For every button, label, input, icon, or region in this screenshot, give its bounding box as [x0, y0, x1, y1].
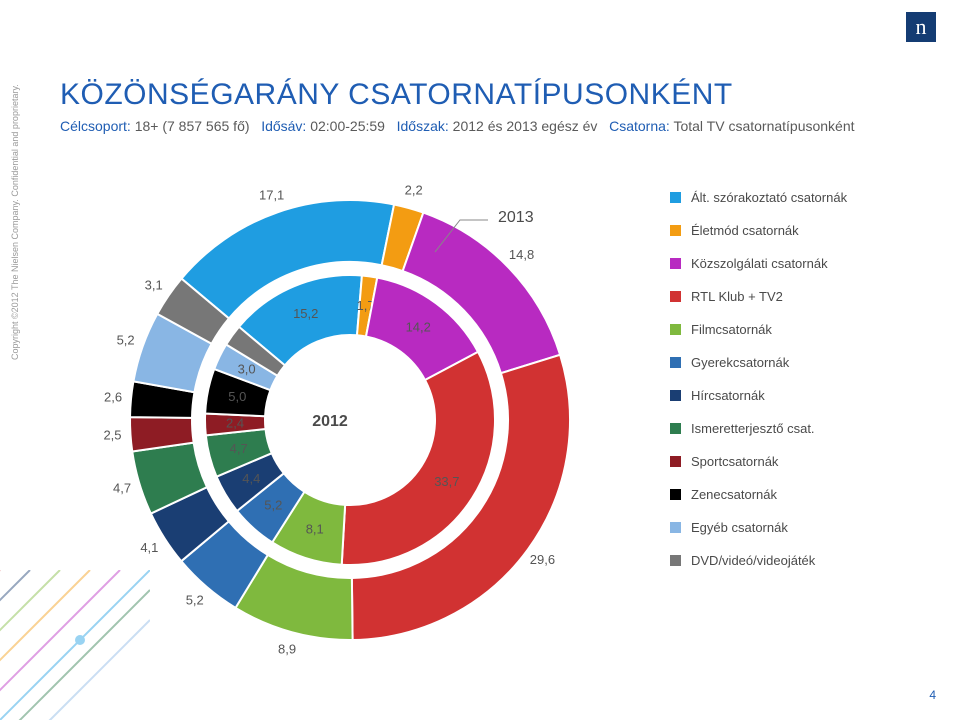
inner-ring-label: 4,4	[242, 471, 260, 486]
inner-ring-label: 33,7	[434, 474, 459, 489]
legend-label: Zenecsatornák	[691, 487, 777, 502]
inner-ring-label: 5,2	[264, 498, 282, 513]
legend-item: Sportcsatornák	[670, 454, 940, 469]
year-inner-label: 2012	[312, 413, 348, 430]
legend-label: Gyerekcsatornák	[691, 355, 789, 370]
legend-label: Ált. szórakoztató csatornák	[691, 190, 847, 205]
subtitle-idosav-label: Idősáv:	[261, 118, 306, 134]
inner-ring-label: 3,0	[238, 362, 256, 377]
subtitle-cel: 18+ (7 857 565 fő)	[135, 118, 250, 134]
inner-ring-label: 5,0	[228, 389, 246, 404]
subtitle-csat: Total TV csatornatípusonként	[673, 118, 854, 134]
legend-item: Ált. szórakoztató csatornák	[670, 190, 940, 205]
outer-ring-label: 8,9	[278, 642, 296, 657]
outer-ring-label: 5,2	[186, 592, 204, 607]
legend-label: Hírcsatornák	[691, 388, 765, 403]
legend-swatch	[670, 522, 681, 533]
subtitle-line: Célcsoport: 18+ (7 857 565 fő) Idősáv: 0…	[60, 118, 855, 134]
inner-ring-label: 8,1	[306, 521, 324, 536]
inner-ring-label: 4,7	[230, 441, 248, 456]
legend-item: Hírcsatornák	[670, 388, 940, 403]
legend-item: Filmcsatornák	[670, 322, 940, 337]
legend-swatch	[670, 390, 681, 401]
legend-item: Gyerekcsatornák	[670, 355, 940, 370]
outer-ring-label: 14,8	[509, 247, 534, 262]
legend-swatch	[670, 357, 681, 368]
legend-swatch	[670, 225, 681, 236]
legend-item: Életmód csatornák	[670, 223, 940, 238]
legend-swatch	[670, 456, 681, 467]
legend-item: Egyéb csatornák	[670, 520, 940, 535]
legend-label: Közszolgálati csatornák	[691, 256, 828, 271]
inner-ring-label: 2,4	[226, 416, 244, 431]
outer-ring-label: 3,1	[145, 277, 163, 292]
subtitle-idoszak: 2012 és 2013 egész év	[453, 118, 598, 134]
page-number: 4	[929, 688, 936, 702]
legend-swatch	[670, 258, 681, 269]
legend-item: Ismeretterjesztő csat.	[670, 421, 940, 436]
legend-label: Filmcsatornák	[691, 322, 772, 337]
copyright-text: Copyright ©2012 The Nielsen Company. Con…	[10, 84, 20, 360]
legend-swatch	[670, 489, 681, 500]
outer-ring-label: 2,6	[104, 389, 122, 404]
legend-swatch	[670, 192, 681, 203]
legend-item: DVD/videó/videojáték	[670, 553, 940, 568]
legend-item: RTL Klub + TV2	[670, 289, 940, 304]
legend-swatch	[670, 291, 681, 302]
legend-swatch	[670, 324, 681, 335]
subtitle-cel-label: Célcsoport:	[60, 118, 131, 134]
legend-label: RTL Klub + TV2	[691, 289, 783, 304]
inner-ring-label: 15,2	[293, 306, 318, 321]
nielsen-logo: n	[906, 12, 936, 42]
legend-label: DVD/videó/videojáték	[691, 553, 815, 568]
outer-ring-label: 29,6	[530, 552, 555, 567]
year-outer-label: 2013	[498, 209, 534, 226]
legend-item: Zenecsatornák	[670, 487, 940, 502]
legend-item: Közszolgálati csatornák	[670, 256, 940, 271]
legend-label: Ismeretterjesztő csat.	[691, 421, 815, 436]
subtitle-csat-label: Csatorna:	[609, 118, 670, 134]
page-title: KÖZÖNSÉGARÁNY CSATORNATÍPUSONKÉNT	[60, 78, 733, 112]
legend-swatch	[670, 423, 681, 434]
outer-ring-label: 2,5	[103, 428, 121, 443]
donut-chart: 15,21,714,233,78,15,24,44,72,45,03,017,1…	[90, 150, 610, 690]
subtitle-idoszak-label: Időszak:	[397, 118, 449, 134]
legend-label: Életmód csatornák	[691, 223, 799, 238]
legend-label: Sportcsatornák	[691, 454, 778, 469]
outer-ring-label: 4,7	[113, 480, 131, 495]
outer-ring-label: 17,1	[259, 187, 284, 202]
outer-ring-label: 5,2	[117, 333, 135, 348]
legend-label: Egyéb csatornák	[691, 520, 788, 535]
legend-swatch	[670, 555, 681, 566]
inner-ring-label: 14,2	[406, 319, 431, 334]
outer-ring-label: 2,2	[405, 183, 423, 198]
outer-ring-label: 4,1	[140, 540, 158, 555]
subtitle-idosav: 02:00-25:59	[310, 118, 385, 134]
chart-legend: Ált. szórakoztató csatornák Életmód csato…	[670, 190, 940, 586]
